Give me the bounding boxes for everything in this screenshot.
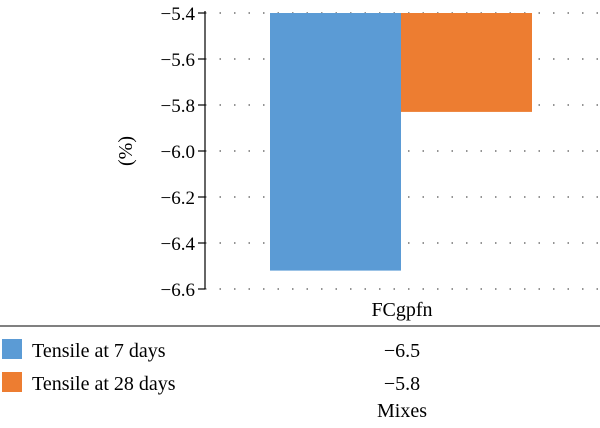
- y-axis-label: (%): [115, 136, 137, 166]
- y-tick-label: −6.4: [161, 234, 196, 255]
- legend-label: Tensile at 28 days: [32, 373, 176, 395]
- y-tick-label: −5.4: [161, 4, 196, 25]
- y-tick-label: −5.8: [161, 96, 195, 117]
- legend-label: Tensile at 7 days: [32, 340, 166, 362]
- table-value: −5.8: [384, 373, 420, 395]
- y-tick-label: −5.6: [161, 50, 195, 71]
- table-value: −6.5: [384, 340, 420, 362]
- bars: [270, 13, 532, 271]
- bar-tensile-28-days: [401, 13, 532, 112]
- x-axis-label: Mixes: [377, 400, 427, 422]
- legend-swatch: [2, 339, 22, 359]
- legend-table: Tensile at 7 days −6.5 Tensile at 28 days −…: [2, 339, 420, 395]
- legend-swatch: [2, 372, 22, 392]
- y-tick-label: −6.0: [161, 142, 195, 163]
- bar-tensile-7-days: [270, 13, 401, 271]
- y-tick-labels: −5.4 −5.6 −5.8 −6.0 −6.2 −6.4 −6.6: [161, 4, 205, 301]
- y-tick-label: −6.2: [161, 188, 195, 209]
- y-tick-label: −6.6: [161, 280, 195, 301]
- category-label: FCgpfn: [371, 299, 432, 321]
